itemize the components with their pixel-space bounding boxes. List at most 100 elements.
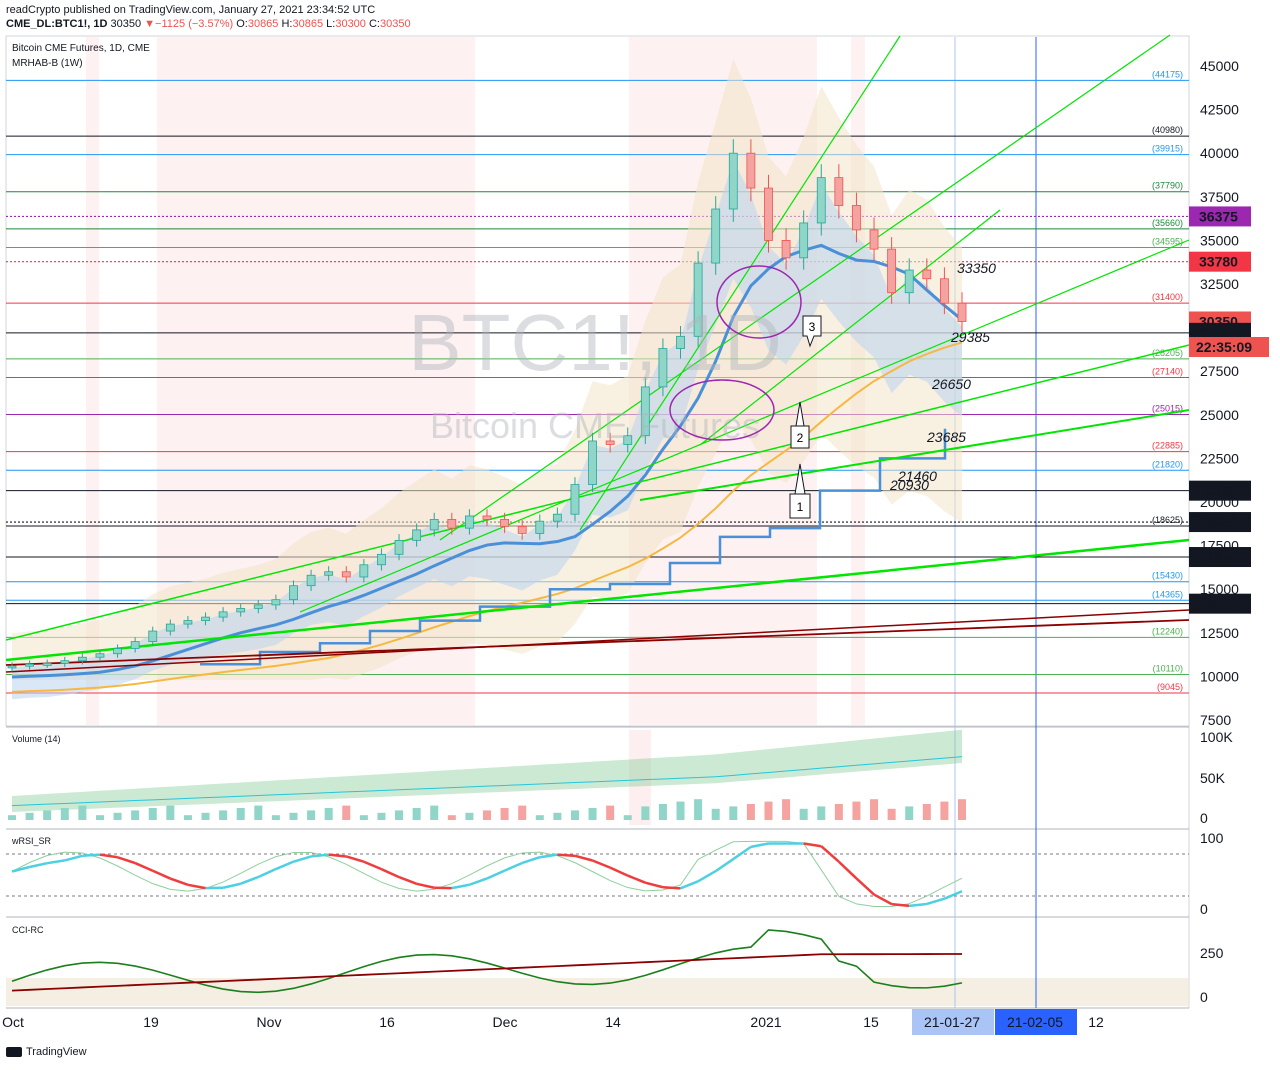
indicator-title: MRHAB-B (1W) <box>12 58 83 69</box>
price-tag-20650: 20650 <box>1199 483 1238 499</box>
candle-body <box>957 302 967 322</box>
wrsi-smooth-segment <box>943 890 963 900</box>
wrsi-smooth-segment <box>46 859 65 865</box>
time-tick-0: Oct <box>2 1014 24 1030</box>
wrsi-smooth-segment <box>257 867 277 879</box>
volume-bar <box>535 815 544 820</box>
level-label-12240: (12240) <box>1152 626 1183 636</box>
price-tick-35000: 35000 <box>1200 232 1239 248</box>
wrsi-tick-0: 0 <box>1200 901 1208 917</box>
price-tag-bg-16845 <box>1189 547 1251 568</box>
time-tag-9: 21-02-05 <box>1007 1014 1063 1030</box>
candle-body <box>218 611 228 618</box>
volume-bar <box>641 806 650 820</box>
wrsi-smooth-segment <box>187 883 206 890</box>
wrsi-smooth-segment <box>820 845 840 863</box>
stepped-support-line <box>200 428 947 666</box>
price-tick-37500: 37500 <box>1200 189 1239 205</box>
level-label-27140: (27140) <box>1152 366 1183 376</box>
candle-body <box>130 641 140 649</box>
candle-body <box>289 585 298 601</box>
level-label-25015: (25015) <box>1152 404 1183 414</box>
candle-body <box>341 571 351 578</box>
wrsi-smooth-segment <box>363 860 382 871</box>
candle-body <box>183 620 193 625</box>
wrsi-smooth-segment <box>117 856 136 865</box>
candle-body <box>165 623 175 632</box>
price-tag-36375: 36375 <box>1199 208 1238 224</box>
wrsi-smooth-segment <box>99 853 118 859</box>
level-label-18625: (18625) <box>1152 515 1183 525</box>
wrsi-smooth-segment <box>627 874 646 884</box>
wrsi-smooth-segment <box>451 883 470 890</box>
price-tag-bg-20650 <box>1189 480 1251 501</box>
price-tag-bg-14170 <box>1189 593 1251 614</box>
highlight-circle-upper <box>716 265 802 339</box>
wrsi-smooth-segment <box>697 870 717 883</box>
volume-bar <box>131 810 140 820</box>
wrsi-smooth-segment <box>152 869 171 880</box>
level-label-21820: (21820) <box>1152 459 1183 469</box>
candle-body <box>640 386 650 437</box>
time-tick-2: Nov <box>257 1014 282 1030</box>
volume-bar <box>324 808 333 820</box>
candle-body <box>746 152 756 189</box>
volume-bar <box>166 805 175 820</box>
wrsi-smooth-segment <box>468 877 488 886</box>
cci-title: CCI-RC <box>12 925 44 935</box>
wrsi-smooth-segment <box>82 853 101 858</box>
wrsi-smooth-segment <box>891 902 910 908</box>
volume-bar <box>148 808 157 820</box>
wrsi-smooth-segment <box>486 869 506 880</box>
time-tick-7: 15 <box>863 1014 879 1030</box>
candle-body <box>570 484 580 515</box>
volume-bar <box>940 801 949 820</box>
price-tag-29700: 29700 <box>1199 325 1238 341</box>
price-tick-45000: 45000 <box>1200 58 1239 74</box>
chart-header: readCrypto published on TradingView.com,… <box>0 0 1280 34</box>
price-tag-14170: 14170 <box>1199 596 1238 612</box>
volume-bar <box>25 812 34 820</box>
wrsi-smooth-segment <box>134 861 154 872</box>
volume-bar <box>834 804 843 820</box>
blue-cloud-band <box>12 160 962 700</box>
wrsi-smooth-segment <box>732 845 752 861</box>
volume-bar <box>782 799 791 820</box>
time-tick-3: 16 <box>379 1014 395 1030</box>
session-shade-0 <box>86 37 99 725</box>
level-label-31400: (31400) <box>1152 292 1183 302</box>
wrsi-smooth-segment <box>645 881 664 889</box>
volume-mean-line <box>11 756 963 807</box>
volume-tick-100k: 100K <box>1200 729 1233 745</box>
wrsi-smooth-segment <box>240 875 259 885</box>
candle-body <box>447 519 457 529</box>
time-tag-bg-8 <box>912 1009 994 1035</box>
symbol-ohlc-line: CME_DL:BTC1!, 1D 30350 ▼−1125 (−3.57%) O… <box>6 18 411 30</box>
candle-body <box>429 519 439 531</box>
wrsi-smooth-segment <box>504 861 523 872</box>
candle-body <box>394 539 404 555</box>
level-label-28205: (28205) <box>1152 348 1183 358</box>
time-tick-1: 19 <box>143 1014 159 1030</box>
price-tick-7500: 7500 <box>1200 712 1231 728</box>
tradingview-logo-icon <box>6 1047 22 1057</box>
volume-bar <box>447 815 456 820</box>
wrsi-fast-line <box>11 840 963 907</box>
volume-bar <box>588 808 597 820</box>
wrsi-smooth-segment <box>11 865 30 873</box>
price-tag-16845: 16845 <box>1199 549 1238 565</box>
candle-body <box>7 665 17 669</box>
price-tag-18850: 18850 <box>1199 514 1238 530</box>
wrsi-smooth-segment <box>837 860 858 880</box>
candle-body <box>711 208 721 264</box>
wrsi-smooth-segment <box>169 877 189 887</box>
candle-body <box>236 607 246 613</box>
volume-bar <box>711 808 720 820</box>
candle-body <box>324 571 334 576</box>
volume-bar <box>201 812 210 820</box>
wrsi-smooth-segment <box>310 853 329 858</box>
candle-body <box>605 440 615 445</box>
annotation-33350: 33350 <box>957 260 996 276</box>
footer: TradingView <box>6 1046 87 1058</box>
